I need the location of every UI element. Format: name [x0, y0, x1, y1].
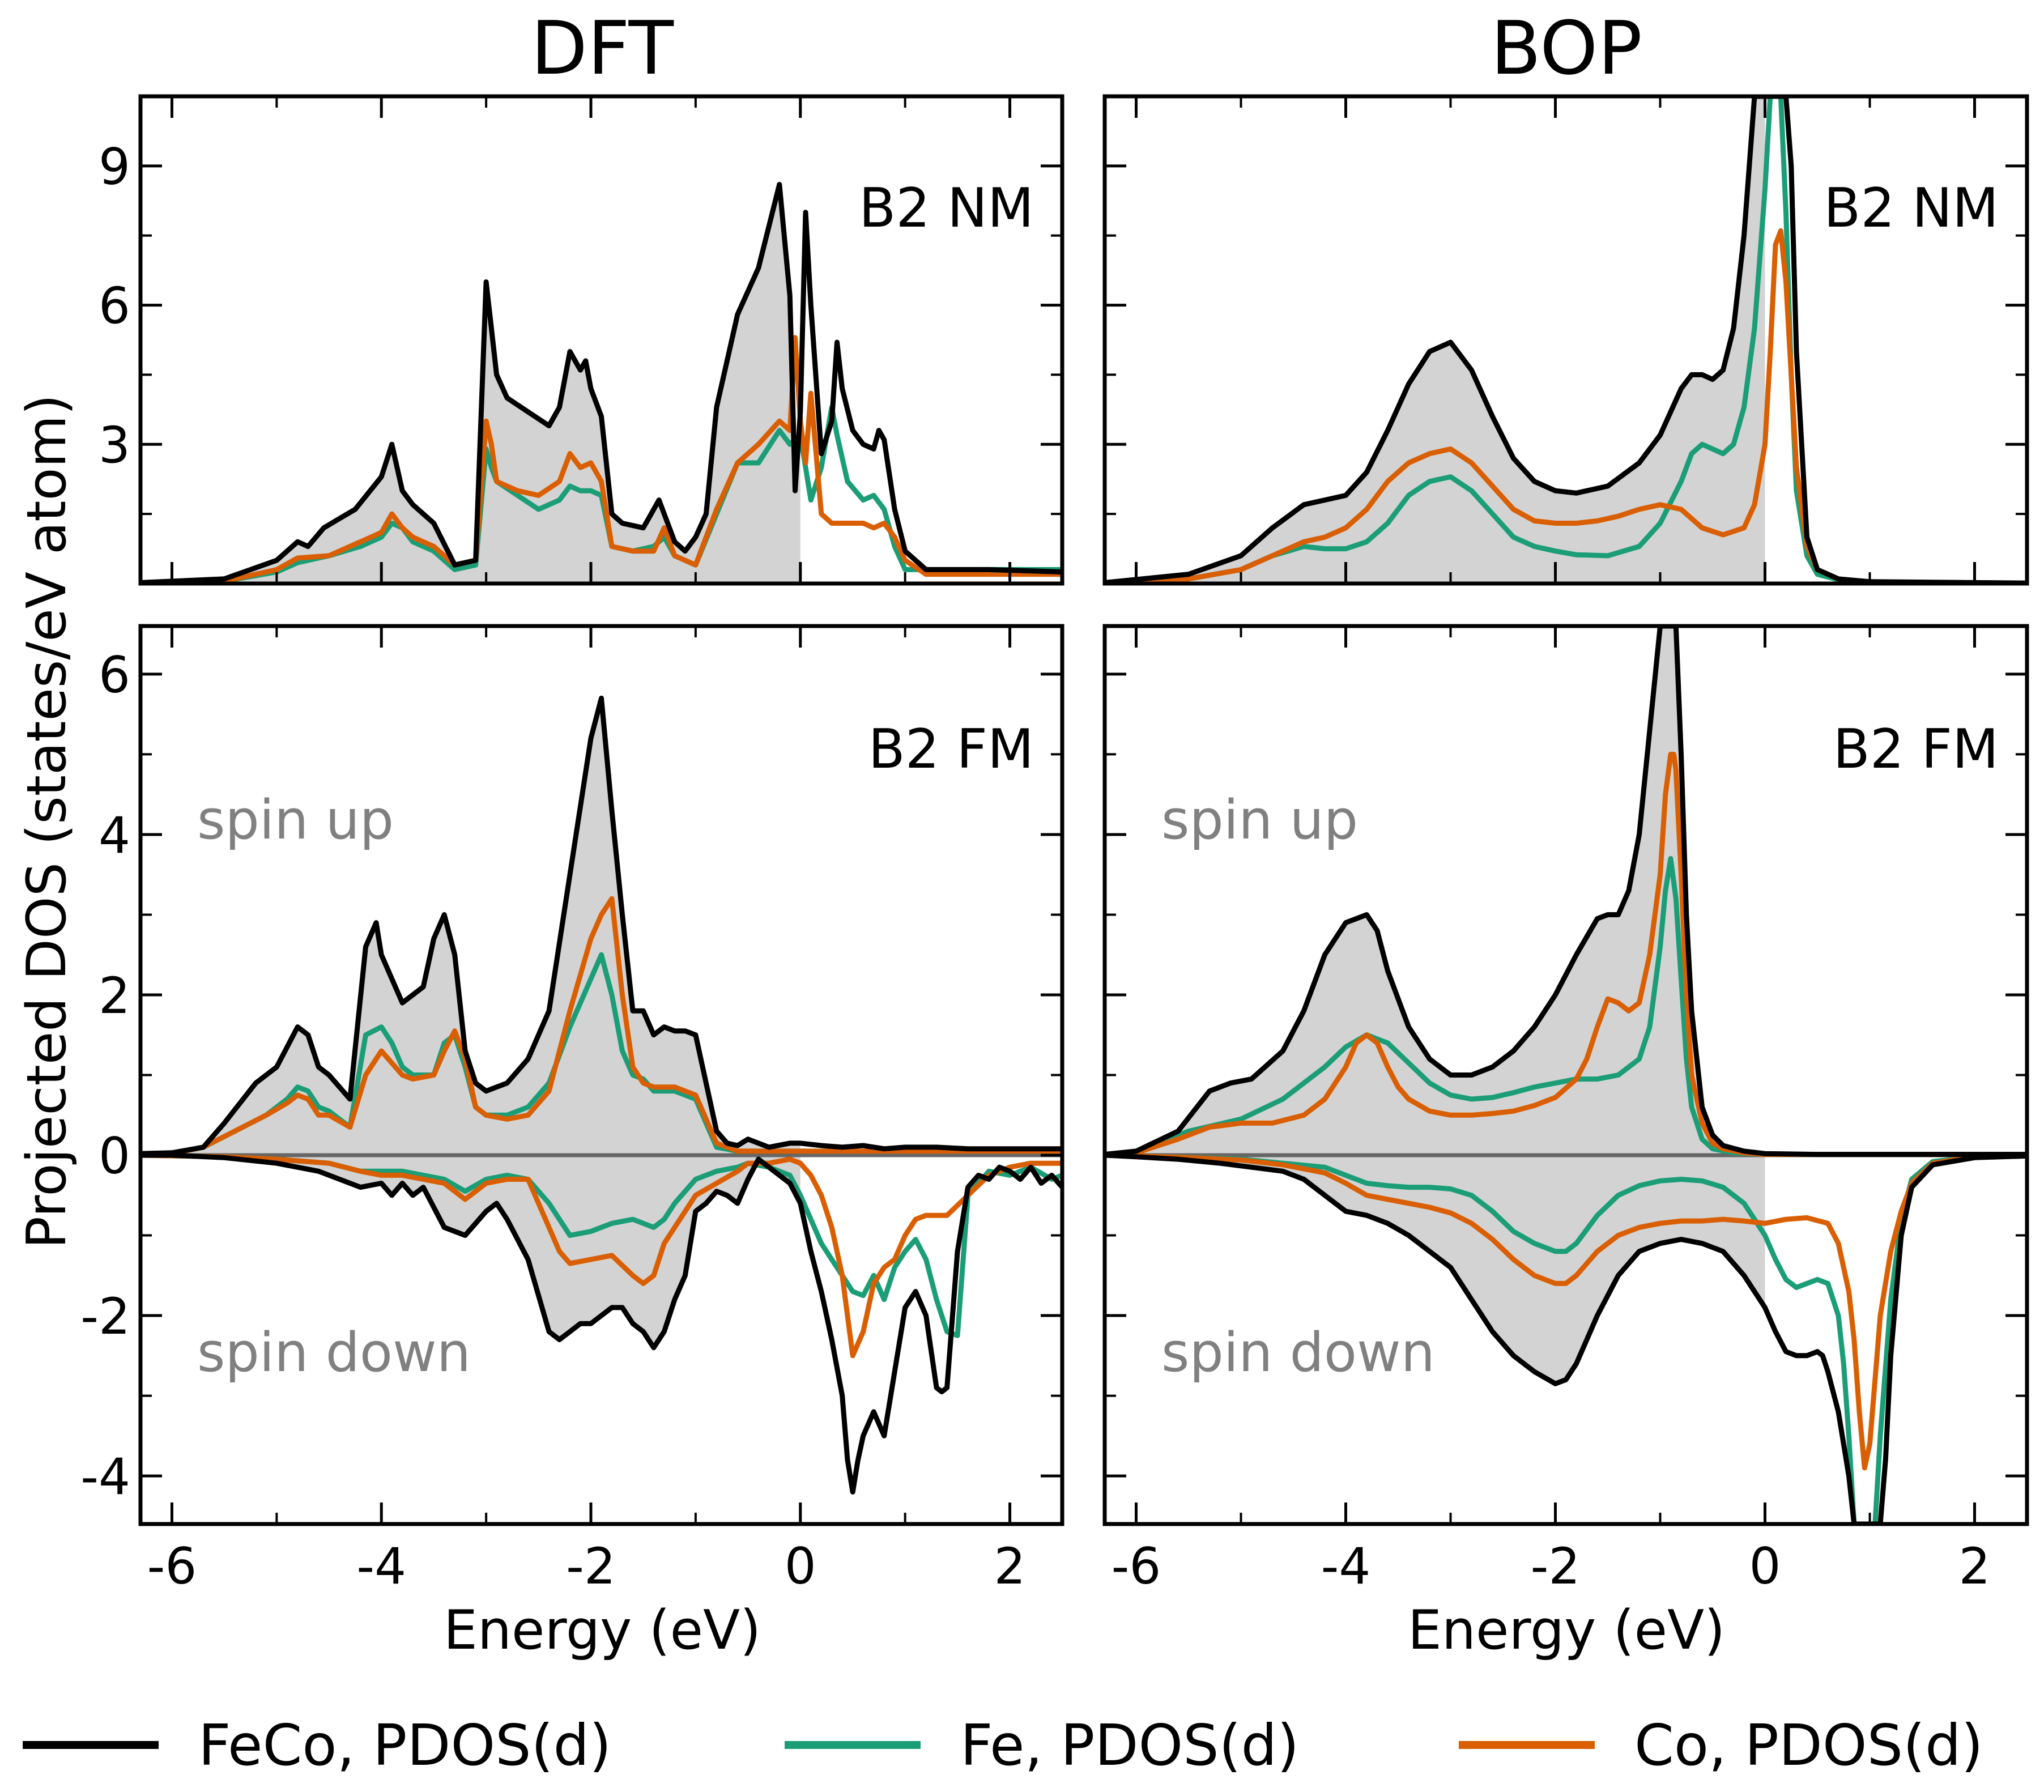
series-line-fe-pdos-d: [1105, 96, 2027, 584]
feco-occupied-fill-0: [140, 184, 800, 584]
column-title-dft: DFT: [531, 5, 674, 91]
panel-dft-fm: -6 -4 -2 0 2 -4 -2 0 2 4 6 B2 FM spin up spin down: [80, 624, 1064, 1595]
x-tick-label: -6: [147, 1537, 197, 1595]
panel-bop-nm: B2 NM: [1102, 94, 2029, 586]
y-tick-label: 4: [99, 806, 130, 865]
series-line-co-pdos-d: [1105, 228, 2027, 584]
x-tick-label: -2: [1531, 1537, 1581, 1595]
y-tick-label: -2: [80, 1287, 130, 1346]
panel-label: B2 FM: [1833, 718, 1999, 781]
panel-label: B2 NM: [859, 177, 1034, 240]
series-line-co-up: [1105, 751, 2027, 1157]
y-tick-label: 3: [99, 416, 130, 474]
x-tick-label: -2: [566, 1537, 616, 1595]
series-line-fe-down: [140, 1152, 1062, 1338]
x-tick-label: 0: [1749, 1537, 1781, 1595]
y-tick-label: 6: [99, 277, 130, 335]
panel-label: B2 FM: [868, 718, 1034, 781]
panel-label: B2 NM: [1824, 177, 1999, 240]
panel-frame: [138, 94, 1064, 586]
series-line-feco-down: [140, 1152, 1062, 1495]
x-tick-label: 2: [1959, 1537, 1991, 1595]
y-tick-label: 6: [99, 646, 130, 704]
x-tick-label: 0: [785, 1537, 816, 1595]
feco-occupied-fill-0: [140, 698, 800, 1156]
y-tick-label: 9: [99, 138, 130, 196]
series-line-co-up: [140, 896, 1062, 1157]
plot-area: [1105, 626, 2027, 1524]
x-tick-label: -4: [356, 1537, 406, 1595]
spin-up-annotation: spin up: [1161, 789, 1358, 852]
plot-area: [1105, 96, 2027, 584]
x-axis-label-dft: Energy (eV): [444, 1599, 761, 1662]
plot-area: [140, 695, 1062, 1495]
series-line-co-down: [140, 1152, 1062, 1359]
legend-label-co: Co, PDOS(d): [1634, 1712, 1983, 1778]
series-line-co-down: [1105, 1152, 2027, 1471]
x-tick-label: -6: [1112, 1537, 1161, 1595]
legend: FeCo, PDOS(d) Fe, PDOS(d) Co, PDOS(d): [23, 1712, 1983, 1778]
panel-dft-nm: 3 6 9 B2 NM: [99, 94, 1064, 586]
x-tick-label: 2: [994, 1537, 1026, 1595]
series-line-feco-up: [1105, 626, 2027, 1157]
feco-occupied-fill-1: [140, 1155, 800, 1348]
panel-frame: [1102, 94, 2029, 586]
spin-down-annotation: spin down: [197, 1322, 471, 1384]
legend-label-fe: Fe, PDOS(d): [960, 1712, 1299, 1778]
plot-area: [140, 182, 1062, 584]
feco-occupied-fill-0: [1105, 96, 1765, 584]
series-line-fe-down: [1105, 1152, 2027, 1524]
x-axis-label-bop: Energy (eV): [1408, 1599, 1725, 1662]
panel-bop-fm: -6 -4 -2 0 2 B2 FM spin up spin down: [1102, 624, 2029, 1595]
y-tick-label: -4: [80, 1448, 130, 1506]
y-tick-label: 0: [99, 1127, 130, 1185]
y-tick-label: 2: [99, 967, 130, 1025]
y-axis-label: Projected DOS (states/eV atom): [16, 394, 78, 1249]
series-line-feco-down: [1105, 1152, 2027, 1524]
spin-down-annotation: spin down: [1161, 1322, 1435, 1384]
series-line-feco-pdos-d: [1105, 96, 2027, 584]
series-line-feco-pdos-d: [140, 182, 1062, 584]
column-title-bop: BOP: [1491, 5, 1642, 91]
x-tick-label: -4: [1321, 1537, 1371, 1595]
legend-label-feco: FeCo, PDOS(d): [198, 1712, 611, 1778]
spin-up-annotation: spin up: [197, 789, 394, 852]
series-line-co-pdos-d: [140, 335, 1062, 584]
series-line-feco-up: [140, 695, 1062, 1156]
